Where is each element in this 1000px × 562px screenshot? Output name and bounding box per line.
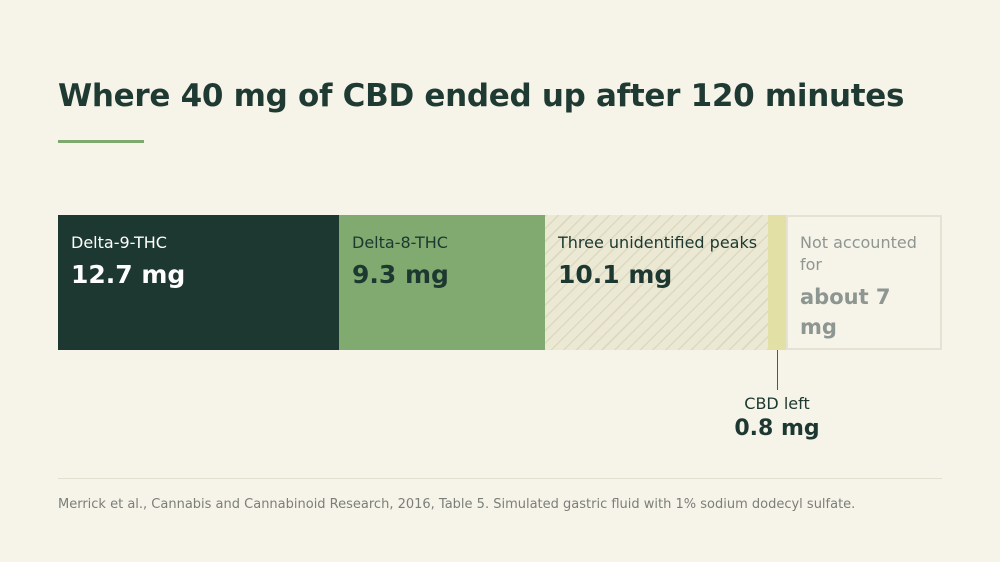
- footer-rule: [58, 478, 942, 479]
- cbd-callout-line: [777, 350, 778, 390]
- segment-value: 12.7 mg: [71, 260, 186, 289]
- cbd-callout-value: 0.8 mg: [734, 416, 820, 441]
- segment-label: Delta-8-THC 9.3 mg: [352, 232, 537, 290]
- cbd-callout: CBD left 0.8 mg: [697, 394, 857, 444]
- segment-label: Not accounted for about 7 mg: [800, 232, 932, 342]
- segment-name: Three unidentified peaks: [558, 233, 758, 252]
- title-accent-rule: [58, 140, 144, 143]
- segment-label: Three unidentified peaks 10.1 mg: [558, 232, 760, 290]
- bar-segment-cbd-left: [768, 215, 786, 350]
- segment-name: Not accounted for: [800, 233, 917, 274]
- stacked-bar: Delta-9-THC 12.7 mg Delta-8-THC 9.3 mg Three…: [58, 215, 942, 350]
- segment-value: 9.3 mg: [352, 260, 449, 289]
- segment-name: Delta-9-THC: [71, 233, 167, 252]
- segment-value: about 7 mg: [800, 285, 891, 339]
- bar-segment-three-unidentified-peaks: Three unidentified peaks 10.1 mg: [545, 215, 768, 350]
- chart-title: Where 40 mg of CBD ended up after 120 mi…: [58, 78, 905, 114]
- bar-segment-delta-9-thc: Delta-9-THC 12.7 mg: [58, 215, 339, 350]
- cbd-callout-label: CBD left: [744, 394, 810, 413]
- segment-value: 10.1 mg: [558, 260, 673, 289]
- bar-segment-not-accounted-for: Not accounted for about 7 mg: [786, 215, 942, 350]
- segment-label: Delta-9-THC 12.7 mg: [71, 232, 331, 290]
- bar-segment-delta-8-thc: Delta-8-THC 9.3 mg: [339, 215, 545, 350]
- segment-name: Delta-8-THC: [352, 233, 448, 252]
- source-note: Merrick et al., Cannabis and Cannabinoid…: [58, 497, 856, 512]
